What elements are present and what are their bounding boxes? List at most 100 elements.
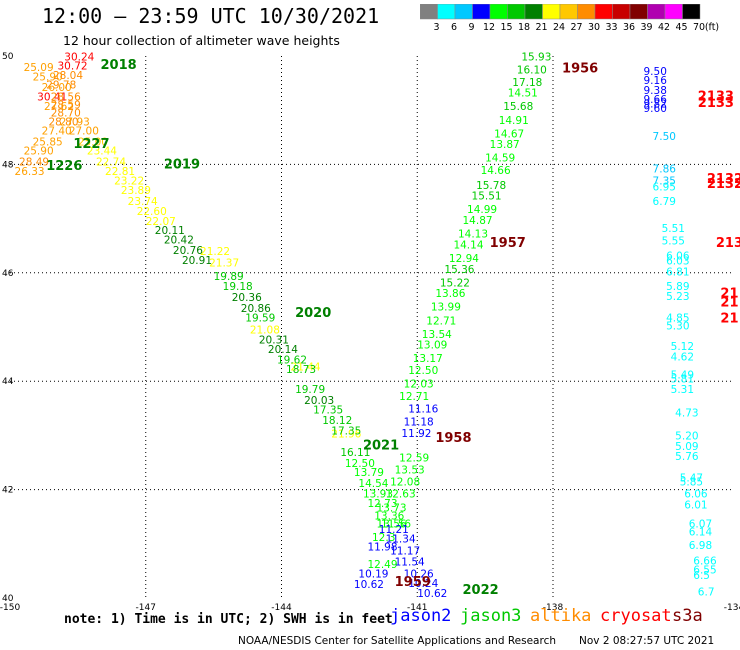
- wave-height-point-jason2: 10.26: [404, 568, 434, 580]
- color-scale-label: 15: [500, 22, 512, 33]
- wave-height-point-altika: 29.78: [46, 80, 76, 92]
- color-swatch-2: [454, 4, 473, 20]
- wave-height-point-s3a: 5.51: [662, 223, 685, 235]
- wave-height-point-altika: 27.40: [42, 126, 72, 138]
- wave-height-point-altika: 26.00: [42, 82, 72, 94]
- wave-height-point-altika: 28.70: [51, 108, 81, 120]
- latitude-tick-label: 46: [2, 269, 14, 279]
- color-swatch-1: [437, 4, 456, 20]
- wave-height-point-s3a: 5.31: [671, 384, 694, 396]
- wave-height-point-jason3: 20.11: [155, 225, 185, 237]
- wave-height-point-s3a: 5.55: [662, 236, 685, 248]
- wave-height-point-jason3: 13.53: [395, 464, 425, 476]
- track-time-label: 1959: [395, 575, 431, 590]
- wave-height-point-altika: 28.49: [19, 156, 49, 168]
- wave-height-point-jason3: 13.17: [413, 353, 443, 365]
- wave-height-point-jason3: 13.56: [377, 519, 407, 531]
- track-time-label: 2132: [707, 172, 740, 187]
- wave-height-point-altika: 28.56: [51, 91, 81, 103]
- wave-height-point-altika: 21.96: [331, 429, 361, 441]
- wave-height-point-altika: 30.41: [37, 91, 67, 103]
- wave-height-point-altika: 30.24: [64, 51, 94, 63]
- wave-height-point-s3a: 6.07: [689, 519, 712, 531]
- wave-height-point-s3a: 6.81: [666, 267, 689, 279]
- wave-height-point-jason3: 12.08: [390, 476, 420, 488]
- color-scale-label: 9: [468, 22, 474, 33]
- wave-height-point-s3a: 7.35: [653, 175, 676, 187]
- wave-height-point-s3a: 5.20: [675, 431, 698, 443]
- wave-height-point-jason3: 14.66: [481, 165, 511, 177]
- wave-height-point-jason3: 20.86: [241, 303, 271, 315]
- color-swatch-14: [664, 4, 683, 20]
- track-time-label: 2133: [698, 89, 734, 104]
- wave-height-point-altika: 21.37: [209, 257, 239, 269]
- wave-height-point-jason3: 13.54: [422, 329, 452, 341]
- wave-height-point-s3a: 6.03: [666, 256, 689, 268]
- wave-height-point-s3a: 4.85: [666, 313, 689, 325]
- wave-height-point-jason3: 20.76: [173, 245, 203, 257]
- wave-height-point-s3a: 6.66: [693, 555, 717, 567]
- wave-height-point-jason3: 15.51: [472, 191, 502, 203]
- track-time-label: 21: [720, 312, 738, 327]
- wave-height-point-s3a: 6.7: [698, 586, 715, 598]
- wave-height-point-jason3: 13.09: [417, 340, 447, 352]
- wave-height-point-altika: 22.74: [96, 156, 126, 168]
- wave-height-point-jason2: 11.16: [408, 404, 438, 416]
- wave-height-point-jason3: 12.94: [449, 253, 479, 265]
- latitude-tick-label: 42: [2, 486, 13, 496]
- wave-height-point-altika: 23.89: [121, 185, 151, 197]
- wave-height-point-jason2: 11.18: [404, 417, 434, 429]
- wave-height-point-jason3: 15.93: [521, 51, 551, 63]
- wave-height-point-jason3: 15.68: [503, 101, 533, 113]
- wave-height-point-jason3: 14.14: [453, 239, 483, 251]
- wave-height-point-jason3: 14.59: [485, 153, 515, 165]
- wave-height-point-jason3: 17.18: [512, 77, 542, 89]
- map-subtitle: 12 hour collection of altimeter wave hei…: [63, 33, 340, 48]
- wave-height-point-jason3: 16.10: [517, 64, 547, 76]
- satellite-jason3: jason3: [460, 606, 522, 626]
- wave-height-point-s3a: 6.5: [693, 570, 710, 582]
- wave-height-point-jason3: 20.36: [232, 292, 262, 304]
- wave-height-point-jason2: 9.60: [644, 103, 667, 115]
- wave-height-point-s3a: 5.49: [671, 369, 694, 381]
- color-scale-label: 3: [433, 22, 439, 33]
- satellite-altika: altika: [530, 606, 592, 626]
- wave-height-color-scale: 3 6 9 12 15 18 21 24 27 30 33 36 39 42 45 70 (ft): [420, 4, 719, 33]
- wave-height-point-jason2: 11.98: [367, 541, 397, 553]
- track-time-label: 21: [720, 295, 738, 310]
- track-time-label: 2133: [698, 96, 734, 111]
- grid-lines: [10, 56, 734, 598]
- wave-height-point-altika: 25.90: [33, 71, 63, 83]
- wave-height-point-jason3: 19.89: [214, 271, 244, 283]
- wave-height-point-jason3: 13.87: [490, 139, 520, 151]
- latitude-tick-label: 44: [2, 377, 14, 387]
- map-title: 12:00 – 23:59 UTC 10/30/2021: [42, 4, 380, 28]
- track-time-label: 1226: [46, 159, 82, 174]
- latitude-tick-label: 48: [2, 160, 14, 170]
- wave-height-point-altika: 23.74: [128, 196, 158, 208]
- latitude-tick-label: 50: [2, 52, 14, 62]
- color-scale-label: 30: [588, 22, 600, 33]
- satellite-s3a: s3a: [672, 606, 703, 626]
- track-time-label: 2018: [101, 58, 137, 73]
- wave-height-point-s3a: 6.06: [666, 250, 690, 262]
- wave-height-point-jason2: 10.62: [354, 579, 384, 591]
- color-swatch-11: [612, 4, 631, 20]
- color-swatch-8: [559, 4, 578, 20]
- track-time-labels: 2018 1227 1226 2019 2020 2021 2022 1956 1957 1958…: [46, 58, 740, 598]
- wave-height-point-altika: 21.22: [200, 246, 230, 258]
- color-swatch-0: [420, 4, 438, 20]
- track-time-label: 2019: [164, 158, 200, 173]
- wave-height-point-jason2: 11.92: [401, 428, 431, 440]
- wave-height-point-altika: 22.07: [146, 216, 176, 228]
- wave-height-point-altika: 25.85: [33, 136, 63, 148]
- wave-height-point-jason3: 18.73: [286, 364, 316, 376]
- wave-height-point-altika: 28.04: [53, 70, 83, 82]
- color-swatch-5: [507, 4, 526, 20]
- color-scale-label: 70: [693, 22, 705, 33]
- color-swatch-6: [524, 4, 543, 20]
- wave-height-point-s3a: 5.23: [666, 291, 689, 303]
- wave-height-point-jason3: 12.71: [399, 391, 429, 403]
- wave-height-point-jason3: 13.99: [431, 302, 461, 314]
- wave-height-point-jason2: 10.24: [408, 578, 438, 590]
